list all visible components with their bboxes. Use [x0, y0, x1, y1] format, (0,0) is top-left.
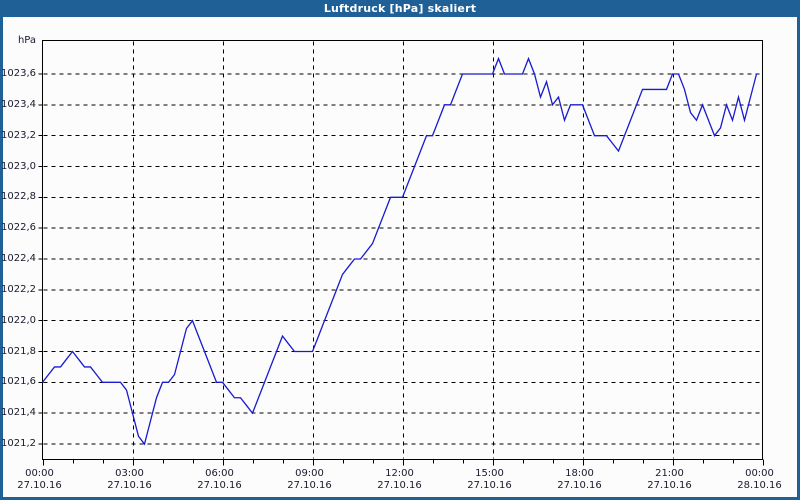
x-axis-tick-label: 15:00 27.10.16 [455, 468, 525, 492]
y-axis-tick-label: 1021,6 [1, 376, 36, 388]
y-axis-tick-label: 1022,4 [1, 253, 36, 264]
y-axis-tick-label: 1022,0 [1, 314, 36, 326]
y-axis-tick-label: 1022,8 [1, 191, 36, 203]
x-axis-tick-label: 18:00 27.10.16 [545, 468, 615, 492]
x-axis-tick-date: 27.10.16 [467, 479, 512, 491]
x-axis-tick-date: 27.10.16 [197, 479, 242, 491]
x-axis-tick-date: 27.10.16 [107, 479, 152, 491]
x-axis-tick-date: 27.10.16 [377, 479, 422, 491]
y-axis-labels: hPa 1023,6 1023,4 1023,2 1023,0 1022,8 1022,6 1… [0, 17, 36, 477]
x-axis-tick-time: 03:00 [115, 467, 144, 479]
x-axis-tick-time: 00:00 [25, 467, 54, 479]
x-axis-tick-label: 00:00 28.10.16 [725, 468, 795, 492]
window-titlebar: Luftdruck [hPa] skaliert [0, 0, 800, 17]
x-axis-tick-label: 12:00 27.10.16 [365, 468, 435, 492]
axis-frame [42, 40, 763, 460]
x-axis-tick-time: 21:00 [655, 467, 684, 479]
x-axis-tick-date: 27.10.16 [647, 479, 692, 491]
x-axis-tick-time: 18:00 [565, 467, 594, 479]
x-axis-tick-date: 27.10.16 [287, 479, 332, 491]
y-axis-tick-label: 1023,4 [1, 98, 36, 110]
y-axis-tick-label: 1022,6 [1, 222, 36, 234]
x-axis-tick-date: 28.10.16 [737, 479, 782, 491]
x-axis-tick-label: 06:00 27.10.16 [185, 468, 255, 492]
x-axis-tick-label: 09:00 27.10.16 [275, 468, 345, 492]
x-axis-tick-time: 06:00 [205, 467, 234, 479]
y-axis-tick-label: 1023,0 [1, 160, 36, 172]
x-axis-tick-date: 27.10.16 [557, 479, 602, 491]
x-axis-tick-time: 00:00 [745, 467, 774, 479]
y-axis-tick-label: 1023,6 [1, 68, 36, 79]
axis-ticks [38, 73, 764, 466]
x-axis-tick-label: 03:00 27.10.16 [95, 468, 165, 492]
y-axis-tick-label: 1021,8 [1, 345, 36, 357]
x-axis-tick-label: 21:00 27.10.16 [635, 468, 705, 492]
x-axis-tick-date: 27.10.16 [17, 479, 62, 491]
gridlines-group [43, 41, 762, 459]
x-axis-tick-time: 12:00 [385, 467, 414, 479]
chart-canvas [3, 17, 797, 497]
chart-plot-svg [38, 40, 764, 466]
y-axis-unit-label: hPa [17, 34, 36, 46]
page-title: Luftdruck [hPa] skaliert [323, 2, 477, 15]
y-axis-tick-label: 1021,4 [1, 407, 36, 419]
y-axis-tick-label: 1022,2 [1, 283, 36, 295]
x-axis-tick-label: 00:00 27.10.16 [5, 468, 75, 492]
x-axis-tick-time: 09:00 [295, 467, 324, 479]
x-axis-labels: 00:00 27.10.16 03:00 27.10.16 06:00 27.10.16 0… [0, 17, 794, 491]
x-axis-tick-time: 15:00 [475, 467, 504, 479]
y-axis-tick-label: 1021,2 [1, 438, 36, 449]
y-axis-tick-label: 1023,2 [1, 129, 36, 141]
data-series-line [41, 56, 758, 446]
